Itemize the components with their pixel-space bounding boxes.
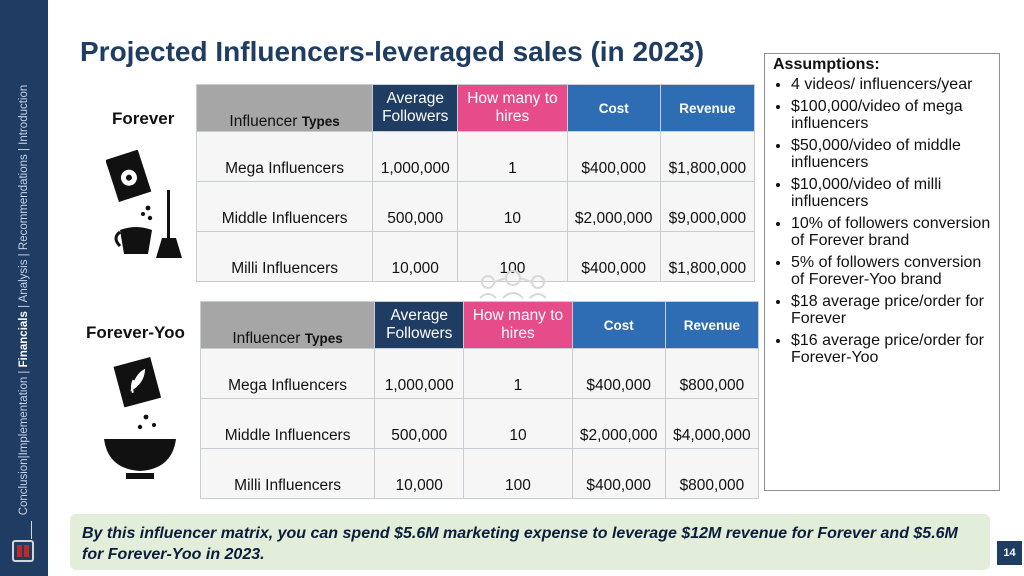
hires-cell: 1 — [457, 131, 568, 182]
header-cost: Cost — [571, 301, 666, 349]
food-bowl-icon — [104, 357, 176, 479]
table-row: Milli Influencers 10,000 100 $400,000 $1… — [195, 231, 756, 282]
cost-cell: $400,000 — [566, 131, 661, 182]
followers-cell: 10,000 — [374, 448, 465, 499]
header-influencer-types: Influencer Types — [195, 84, 374, 132]
list-item: $18 average price/order for Forever — [791, 293, 993, 327]
header-influencer-types: Influencer Types — [199, 301, 376, 349]
page-number: 14 — [997, 541, 1022, 565]
influencer-type-cell: Middle Influencers — [199, 398, 376, 449]
influencer-type-cell: Middle Influencers — [195, 181, 374, 232]
nav-financials[interactable]: Financials — [18, 311, 30, 368]
forever-yoo-influencer-table: Influencer Types Average Followers How ma… — [199, 301, 760, 499]
assumptions-list: 4 videos/ influencers/year $100,000/vide… — [773, 76, 993, 366]
cleaning-tools-icon — [106, 150, 182, 258]
list-item: $100,000/video of mega influencers — [791, 98, 993, 132]
revenue-cell: $800,000 — [664, 448, 760, 499]
followers-cell: 1,000,000 — [372, 131, 459, 182]
table-row: Middle Influencers 500,000 10 $2,000,000… — [195, 181, 756, 232]
assumptions-heading: Assumptions: — [773, 56, 880, 73]
header-how-many-to-hire: How many to hires — [457, 84, 568, 132]
table-row: Mega Influencers 1,000,000 1 $400,000 $1… — [195, 131, 756, 182]
hires-cell: 10 — [463, 398, 573, 449]
header-revenue: Revenue — [659, 84, 756, 132]
nav-separator: | — [18, 304, 30, 308]
forever-yoo-brand-label: Forever-Yoo — [86, 323, 185, 342]
hires-cell: 100 — [457, 231, 568, 282]
followers-cell: 1,000,000 — [374, 348, 465, 399]
cost-cell: $400,000 — [566, 231, 661, 282]
network-watermark-icon — [479, 270, 547, 299]
table-row: Mega Influencers 1,000,000 1 $400,000 $8… — [199, 348, 760, 399]
list-item: $50,000/video of middle influencers — [791, 137, 993, 171]
table-row: Milli Influencers 10,000 100 $400,000 $8… — [199, 448, 760, 499]
cost-cell: $400,000 — [571, 348, 666, 399]
influencer-type-cell: Milli Influencers — [199, 448, 376, 499]
nav-separator: | — [18, 455, 30, 459]
followers-cell: 10,000 — [372, 231, 459, 282]
followers-cell: 500,000 — [372, 181, 459, 232]
hires-cell: 100 — [463, 448, 573, 499]
header-revenue: Revenue — [664, 301, 760, 349]
forever-influencer-table: Influencer Types Average Followers How ma… — [195, 84, 756, 282]
influencer-type-cell: Milli Influencers — [195, 231, 374, 282]
forever-brand-label: Forever — [112, 109, 175, 128]
company-logo — [12, 540, 34, 562]
section-nav: Conclusion|Implementation | Financials |… — [18, 85, 30, 516]
revenue-cell: $9,000,000 — [659, 181, 756, 232]
cost-cell: $2,000,000 — [571, 398, 666, 449]
header-average-followers: Average Followers — [372, 84, 459, 132]
header-how-many-to-hire: How many to hires — [463, 301, 573, 349]
followers-cell: 500,000 — [374, 398, 465, 449]
revenue-cell: $4,000,000 — [664, 398, 760, 449]
hires-cell: 1 — [463, 348, 573, 399]
nav-conclusion[interactable]: Conclusion — [18, 458, 30, 516]
cost-cell: $400,000 — [571, 448, 666, 499]
nav-analysis[interactable]: Analysis — [18, 259, 30, 303]
nav-implementation[interactable]: Implementation — [18, 376, 30, 456]
list-item: 5% of followers conversion of Forever-Yo… — [791, 254, 993, 288]
revenue-cell: $1,800,000 — [659, 231, 756, 282]
list-item: $16 average price/order for Forever-Yoo — [791, 332, 993, 366]
nav-separator: | — [18, 253, 30, 257]
header-cost: Cost — [566, 84, 661, 132]
nav-separator: | — [18, 370, 30, 374]
cost-cell: $2,000,000 — [566, 181, 661, 232]
nav-recommendations[interactable]: Recommendations — [18, 154, 30, 251]
influencer-type-cell: Mega Influencers — [195, 131, 374, 182]
header-average-followers: Average Followers — [374, 301, 465, 349]
assumptions-box: Assumptions: 4 videos/ influencers/year … — [764, 53, 1000, 491]
nav-introduction[interactable]: Introduction — [18, 84, 30, 145]
list-item: 10% of followers conversion of Forever b… — [791, 215, 993, 249]
sidebar-divider — [31, 521, 32, 539]
hires-cell: 10 — [457, 181, 568, 232]
conclusion-banner: By this influencer matrix, you can spend… — [70, 514, 990, 570]
revenue-cell: $1,800,000 — [659, 131, 756, 182]
list-item: $10,000/video of milli influencers — [791, 176, 993, 210]
sidebar: Conclusion|Implementation | Financials |… — [0, 0, 48, 576]
revenue-cell: $800,000 — [664, 348, 760, 399]
influencer-type-cell: Mega Influencers — [199, 348, 376, 399]
nav-separator: | — [18, 148, 30, 152]
list-item: 4 videos/ influencers/year — [791, 76, 993, 93]
page-title: Projected Influencers-leveraged sales (i… — [80, 36, 705, 67]
table-row: Middle Influencers 500,000 10 $2,000,000… — [199, 398, 760, 449]
